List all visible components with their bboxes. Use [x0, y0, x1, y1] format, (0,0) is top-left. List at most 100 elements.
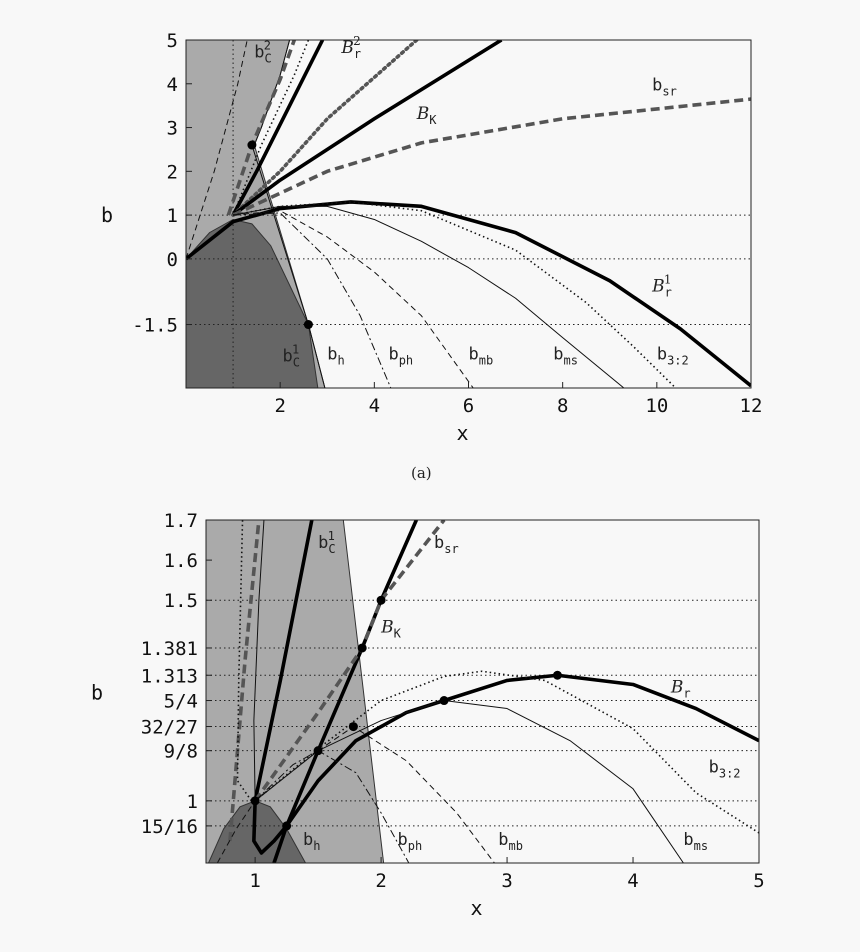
gray-dotted-curve — [231, 40, 419, 217]
b32-curve — [254, 670, 759, 834]
label-superscript: 1 — [292, 343, 299, 357]
marker-point — [376, 595, 386, 605]
thick-loop-curve — [252, 520, 314, 855]
label-superscript: 1 — [664, 273, 672, 287]
y-tick-label: 1 — [187, 791, 198, 813]
marker-point — [439, 696, 449, 706]
label-subscript: r — [354, 47, 361, 61]
thin-left-curve — [253, 520, 265, 801]
y-axis-label: b — [91, 681, 103, 705]
y-axis-label: b — [101, 203, 113, 227]
label-subscript: C — [328, 542, 335, 556]
label-subscript: h — [338, 354, 345, 368]
label-subscript: mb — [479, 354, 493, 368]
bph-curve — [233, 212, 392, 388]
x-tick-label: 10 — [645, 395, 668, 417]
y-tick-label: 2 — [167, 161, 178, 183]
x-tick-label: 2 — [375, 870, 386, 892]
label-subscript: h — [313, 839, 320, 853]
x-tick-label: 12 — [740, 395, 763, 417]
y-tick-label: 1.381 — [141, 638, 198, 660]
x-axis-label: x — [470, 896, 482, 920]
x-axis-label: x — [456, 421, 468, 445]
y-tick-label: 4 — [167, 74, 178, 96]
light-region — [206, 520, 385, 863]
label-subscript: C — [265, 52, 272, 66]
label-subscript: sr — [444, 542, 458, 556]
label-subscript: r — [665, 286, 672, 300]
y-tick-label: 5 — [167, 30, 178, 52]
y-tick-label: 5/4 — [164, 691, 198, 713]
Br-curve — [285, 673, 759, 827]
curve-label: Br2 — [340, 34, 361, 61]
bc2-curve — [253, 40, 291, 146]
y-tick-label: 1.7 — [164, 510, 198, 532]
x-tick-label: 5 — [753, 870, 764, 892]
Br1-curve — [186, 200, 751, 388]
label-subscript: r — [683, 687, 690, 701]
bms-curve — [232, 205, 625, 388]
x-tick-label: 8 — [557, 395, 568, 417]
marker-point — [247, 140, 257, 150]
label-subscript: sr — [662, 84, 676, 98]
x-tick-label: 4 — [627, 870, 638, 892]
marker-point — [313, 746, 323, 756]
y-tick-label: 9/8 — [164, 741, 198, 763]
bsr-curve — [232, 97, 751, 217]
BK-curve — [232, 40, 503, 217]
marker-point — [303, 320, 313, 330]
label-subscript: C — [293, 356, 300, 370]
label-subscript: 3:2 — [667, 354, 689, 368]
y-tick-label: 15/16 — [141, 816, 198, 838]
label-subscript: ph — [408, 839, 422, 853]
curve-label: Br1 — [651, 273, 672, 300]
marker-point — [552, 670, 562, 680]
marker-point — [357, 643, 367, 653]
marker-point — [282, 821, 292, 831]
curve-label: bC1 — [283, 343, 300, 370]
label-subscript: K — [394, 626, 402, 640]
marker-point — [250, 796, 260, 806]
label-subscript: K — [429, 113, 437, 127]
gray-dashed-left-curve — [228, 520, 261, 842]
thin-dashed-left-curve — [216, 800, 256, 863]
thin-dotted-steep-curve — [232, 40, 310, 216]
plot-frame — [205, 519, 760, 864]
label-superscript: 2 — [353, 34, 361, 48]
curve-label: bC2 — [254, 39, 271, 66]
label-subscript: ms — [694, 839, 708, 853]
x-tick-label: 1 — [249, 870, 260, 892]
x-tick-label: 3 — [501, 870, 512, 892]
y-tick-label: 1.6 — [164, 550, 198, 572]
plot-content — [186, 40, 751, 388]
figure-caption: (a) — [411, 464, 432, 482]
y-tick-label: 1.5 — [164, 590, 198, 612]
bms-curve — [254, 700, 684, 863]
bph-curve — [254, 750, 410, 863]
label-subscript: ms — [564, 354, 578, 368]
dark-region — [207, 800, 307, 863]
x-tick-label: 6 — [463, 395, 474, 417]
x-tick-label: 2 — [274, 395, 285, 417]
label-superscript: 1 — [328, 529, 335, 543]
label-subscript: 3:2 — [719, 767, 741, 781]
y-tick-label: -1.5 — [132, 315, 178, 337]
label-subscript: ph — [399, 354, 413, 368]
x-tick-label: 4 — [369, 395, 380, 417]
plot-content — [206, 520, 759, 863]
BK-curve — [272, 520, 419, 863]
y-tick-label: 3 — [167, 118, 178, 140]
label-subscript: mb — [508, 839, 522, 853]
y-tick-label: 32/27 — [141, 717, 198, 739]
left-dashed-curve — [186, 40, 248, 260]
bmb-curve — [254, 726, 495, 863]
Br2-curve — [231, 40, 325, 216]
curve-label: bC1 — [318, 529, 335, 556]
b32-curve — [232, 201, 677, 388]
y-tick-label: 0 — [167, 249, 178, 271]
y-tick-label: 1 — [167, 205, 178, 227]
marker-point — [348, 722, 358, 732]
